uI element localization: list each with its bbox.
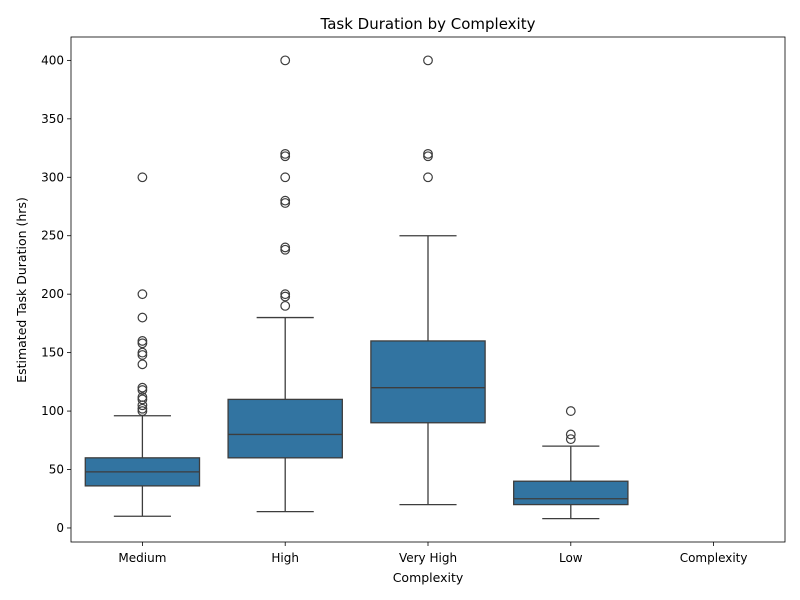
outlier-point — [280, 195, 291, 206]
outlier-point — [280, 55, 291, 66]
outlier-point — [565, 429, 576, 440]
iqr-box — [513, 480, 629, 506]
outlier-point — [423, 55, 433, 66]
y-axis: 0 50 100 150 200 250 300 350 400 — [41, 53, 71, 535]
x-tick-label: Low — [559, 551, 583, 565]
outlier-point — [280, 172, 291, 183]
outlier-point — [280, 289, 291, 300]
outlier-point — [137, 289, 148, 300]
chart-title: Task Duration by Complexity — [320, 15, 536, 33]
outlier-point — [565, 434, 576, 445]
outlier-point — [137, 347, 148, 358]
y-tick-label: 50 — [49, 463, 64, 477]
outlier-point — [137, 359, 148, 370]
y-tick-label: 400 — [41, 53, 64, 67]
y-tick-label: 150 — [41, 346, 64, 360]
box-group-very-high — [370, 55, 486, 506]
x-tick-label: Very High — [399, 551, 457, 565]
outlier-point — [565, 406, 576, 416]
box-group-high — [227, 55, 343, 513]
x-tick-label: Complexity — [680, 551, 748, 565]
axes-frame — [70, 36, 786, 543]
outlier-point — [137, 382, 148, 393]
outlier-point — [423, 148, 433, 159]
outlier-point — [137, 172, 148, 183]
box-group-medium — [84, 172, 201, 517]
y-tick-label: 300 — [41, 170, 64, 184]
outlier-point — [137, 392, 148, 402]
outlier-point — [280, 242, 291, 253]
y-tick-label: 200 — [41, 287, 64, 301]
x-tick-label: Medium — [118, 551, 166, 565]
y-axis-label: Estimated Task Duration (hrs) — [14, 197, 29, 383]
iqr-box — [227, 398, 343, 459]
outlier-point — [137, 336, 148, 346]
y-tick-label: 100 — [41, 404, 64, 418]
outlier-point — [137, 403, 148, 414]
x-tick-label: High — [271, 551, 299, 565]
y-tick-label: 350 — [41, 112, 64, 126]
outlier-point — [280, 300, 291, 311]
outlier-point — [280, 148, 291, 159]
box-group-low — [513, 406, 629, 520]
y-tick-label: 250 — [41, 229, 64, 243]
x-axis-label: Complexity — [393, 570, 464, 585]
plot-area — [84, 55, 629, 520]
outlier-point — [137, 312, 148, 323]
iqr-box — [370, 340, 486, 424]
x-axis: Medium High Very High Low Complexity — [118, 542, 747, 565]
outlier-point — [423, 172, 433, 183]
y-tick-label: 0 — [56, 521, 64, 535]
